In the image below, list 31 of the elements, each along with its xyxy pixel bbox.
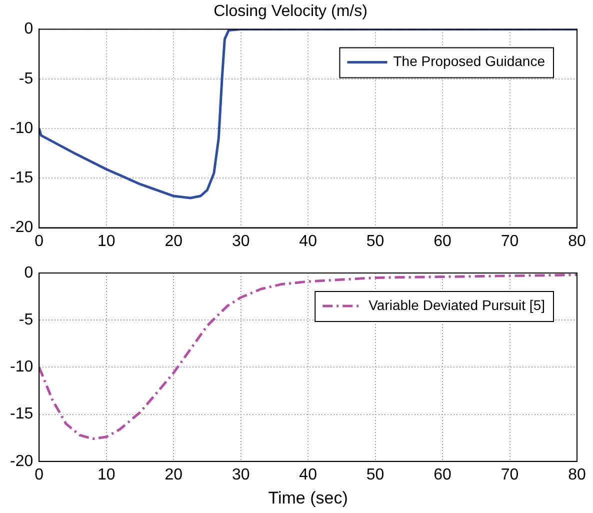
x-tick-label: 40 — [299, 466, 318, 484]
x-tick-label: 70 — [500, 466, 519, 484]
x-tick-label: 60 — [434, 232, 452, 250]
x-tick-label: 50 — [366, 232, 384, 250]
line-series — [39, 274, 577, 440]
legend-label: The Proposed Guidance — [393, 53, 546, 70]
x-tick-label: 10 — [97, 466, 116, 484]
x-tick-label: 20 — [164, 466, 183, 484]
y-tick-label: -10 — [10, 120, 34, 137]
x-tick-label: 10 — [97, 232, 116, 250]
x-tick-label: 60 — [434, 466, 452, 484]
x-tick-label: 30 — [232, 466, 250, 484]
y-tick-label: -20 — [10, 219, 34, 236]
y-tick-label: 0 — [24, 264, 34, 282]
x-tick-label: 30 — [232, 232, 250, 250]
y-tick-label: -20 — [10, 452, 34, 470]
x-tick-label: 50 — [366, 466, 384, 484]
y-tick-label: -15 — [10, 406, 34, 423]
y-tick-label: -5 — [18, 70, 34, 88]
x-axis-title: Time (sec) — [268, 488, 348, 508]
y-tick-label: 0 — [24, 20, 34, 38]
y-tick-label: -10 — [10, 358, 34, 376]
legend-label: Variable Deviated Pursuit [5] — [368, 296, 546, 313]
chart-title: Closing Velocity (m/s) — [214, 3, 368, 20]
x-tick-label: 80 — [568, 232, 586, 250]
y-tick-label: -15 — [10, 170, 34, 187]
x-tick-label: 40 — [299, 232, 318, 250]
x-tick-label: 70 — [500, 232, 519, 250]
x-tick-label: 80 — [568, 466, 586, 484]
x-tick-label: 20 — [164, 232, 183, 250]
y-tick-label: -5 — [18, 312, 34, 329]
